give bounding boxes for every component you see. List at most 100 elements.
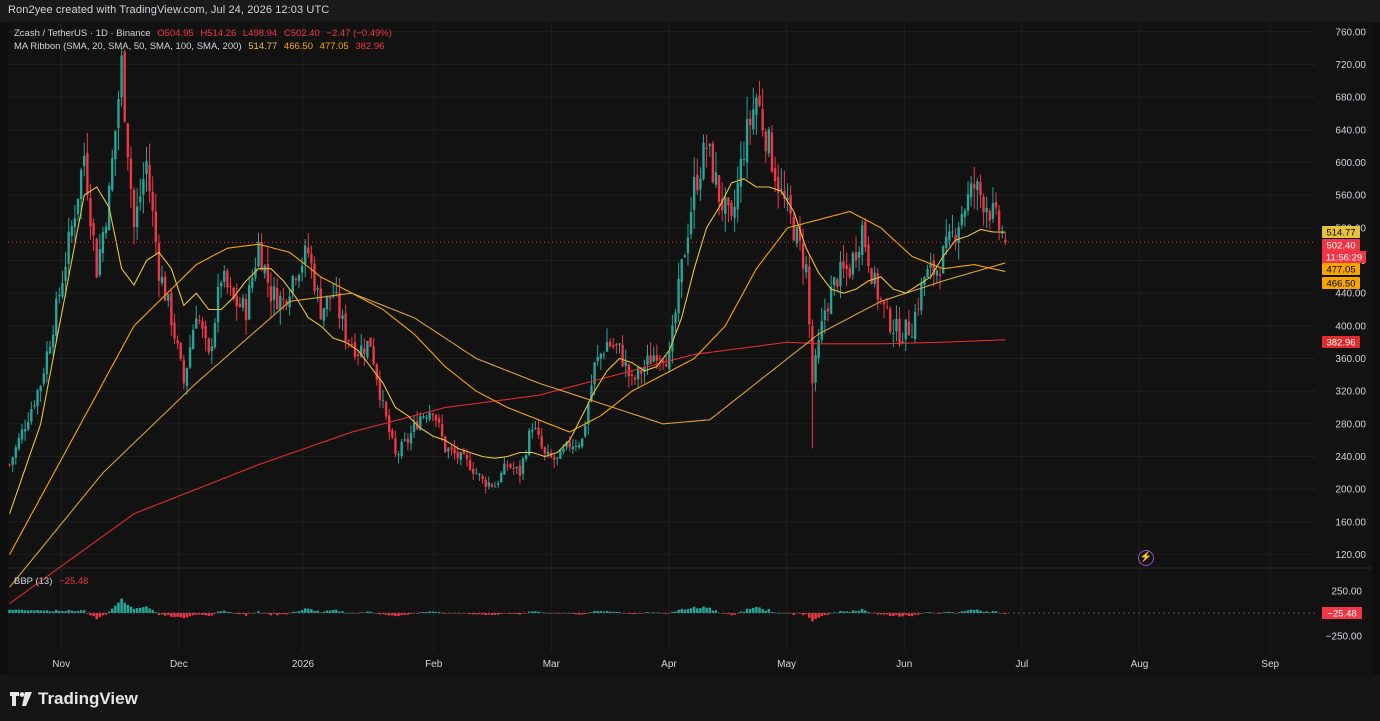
candle-body [241, 298, 245, 308]
bbp-bar [170, 613, 173, 617]
candle-body [360, 345, 363, 357]
bbp-bar [51, 611, 55, 613]
bbp-bar [920, 613, 923, 614]
candle-body [207, 338, 210, 353]
bbp-bar [297, 611, 301, 613]
candle-body [870, 268, 873, 284]
candle-body [960, 214, 963, 225]
candle-body [369, 337, 372, 347]
bbp-bar [179, 613, 182, 618]
bbp-bar [45, 610, 49, 613]
bbp-bar [518, 613, 522, 615]
candle-body [394, 438, 397, 455]
candle-body [929, 263, 932, 268]
bbp-bar [82, 610, 86, 613]
candle-body [562, 448, 565, 452]
bbp-bar [241, 613, 245, 614]
candle-body [139, 196, 142, 203]
bbp-bar [375, 613, 379, 614]
candle-body [142, 178, 145, 195]
candle-body [954, 235, 957, 241]
bbp-bar [839, 610, 842, 613]
candle-body [468, 459, 472, 471]
candle-body [913, 311, 917, 339]
bbp-bar [387, 613, 391, 616]
candle-body [263, 265, 266, 274]
candle-body [42, 373, 45, 384]
candle-body [375, 364, 378, 380]
candle-body [304, 245, 307, 265]
price-chart[interactable]: 760.00720.00680.00640.00600.00560.00520.… [0, 0, 1380, 675]
bbp-bar [755, 606, 758, 613]
candle-body [51, 334, 55, 348]
bbp-bar [963, 611, 967, 613]
bbp-bar [223, 610, 226, 613]
candle-body [640, 370, 643, 374]
candle-body [615, 344, 618, 346]
bbp-bar [173, 613, 176, 618]
candle-body [182, 360, 186, 384]
bbp-bar [612, 611, 615, 613]
candle-body [814, 355, 817, 383]
bbp-bar [780, 612, 783, 614]
brand[interactable]: TradingView [10, 689, 138, 709]
bbp-bar [590, 612, 593, 613]
bbp-bar [646, 612, 649, 613]
candle-body [587, 403, 590, 425]
candle-body [910, 336, 914, 338]
bbp-bar [17, 609, 21, 613]
candle-body [294, 278, 298, 280]
bbp-bar [167, 613, 170, 616]
candle-body [724, 197, 727, 214]
candle-body [356, 354, 360, 356]
candle-body [898, 319, 901, 345]
candle-body [487, 482, 490, 487]
candle-body [335, 292, 338, 294]
bbp-bar [499, 613, 503, 615]
bbp-tag-bg [1322, 607, 1362, 619]
candle-body [612, 345, 615, 347]
bbp-bar [916, 613, 920, 615]
bbp-bar [692, 606, 696, 613]
candle-body [851, 253, 855, 275]
time-tick-label: May [777, 659, 796, 670]
candle-body [945, 236, 948, 248]
candle-body [198, 319, 201, 321]
ma50-line [9, 210, 1006, 555]
bbp-bar [860, 608, 864, 613]
bbp-bar [341, 611, 344, 613]
bbp-bar [331, 610, 335, 613]
candle-body [889, 308, 892, 333]
candle-body [873, 272, 876, 284]
bbp-bar [608, 611, 612, 613]
candle-body [948, 231, 951, 241]
price-tick-label: 640.00 [1335, 125, 1366, 136]
bbp-bar [913, 613, 917, 615]
bbp-bar [73, 611, 77, 613]
candle-body [135, 206, 139, 228]
bbp-bar [269, 613, 273, 616]
bbp-bar [711, 610, 715, 613]
candle-body [829, 287, 833, 314]
bbp-bar [926, 612, 929, 613]
candle-body [313, 263, 316, 292]
candle-body [409, 433, 413, 444]
bbp-bar [702, 606, 705, 613]
candle-body [932, 260, 935, 275]
bbp-bar [487, 613, 491, 615]
bbp-bar [938, 613, 942, 614]
bbp-bar [465, 613, 469, 614]
candle-body [400, 441, 403, 457]
candle-body [867, 244, 870, 267]
symbol-name: Zcash / TetherUS · 1D · Binance [14, 28, 151, 39]
lightning-icon[interactable]: ⚡ [1138, 550, 1154, 566]
bbp-bar [792, 613, 796, 615]
price-tick-label: 160.00 [1335, 517, 1366, 528]
bbp-bar [219, 611, 223, 613]
bbp-bar [154, 612, 158, 613]
candle-body [602, 354, 606, 356]
candle-body [705, 147, 708, 150]
bbp-bar [1001, 613, 1004, 614]
candle-body [353, 341, 357, 357]
ma200-tag-bg [1322, 336, 1360, 348]
